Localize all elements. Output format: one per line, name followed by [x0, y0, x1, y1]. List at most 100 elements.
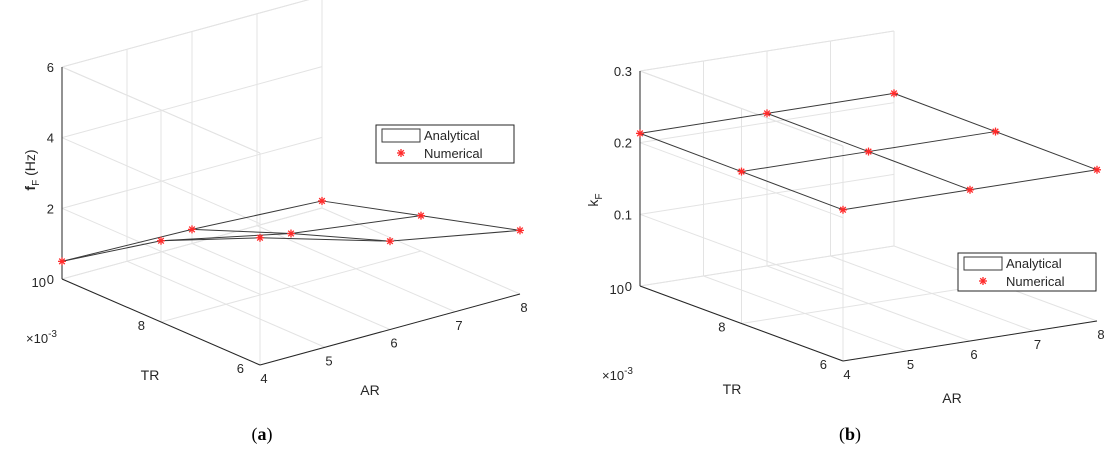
numerical-point — [763, 109, 771, 118]
x-tick-label: 7 — [1034, 337, 1041, 352]
numerical-point — [386, 237, 394, 246]
grid-line — [639, 102, 895, 144]
numerical-point — [417, 211, 425, 220]
y-multiplier: ×10-3 — [26, 329, 57, 346]
legend-analytical-label: Analytical — [424, 128, 480, 143]
grid-line — [639, 142, 844, 219]
z-tick-label: 0.2 — [614, 136, 632, 151]
x-axis — [259, 293, 521, 366]
star-stroke — [157, 237, 165, 244]
y-tick-label: 10 — [32, 275, 46, 290]
y-tick-label: 10 — [610, 282, 624, 297]
x-tick-label: 5 — [325, 353, 332, 368]
grid-line — [61, 137, 261, 225]
star-stroke — [738, 168, 745, 175]
numerical-point — [516, 226, 524, 235]
numerical-point — [318, 196, 326, 205]
x-tick-label: 4 — [260, 371, 267, 386]
grid — [61, 0, 521, 366]
star-stroke — [636, 130, 644, 137]
z-tick-label: 6 — [47, 60, 54, 75]
star-stroke — [397, 149, 405, 157]
grid-line — [61, 207, 261, 295]
panel-label-open: ( — [839, 424, 845, 445]
x-tick-label: 5 — [907, 357, 914, 372]
star-stroke — [1093, 166, 1101, 174]
panel-label-close: ) — [855, 424, 861, 445]
y-axis-label: TR — [723, 381, 742, 397]
legend-analytical-swatch — [381, 128, 421, 143]
panel-label: (a) — [252, 424, 273, 445]
x-axis — [842, 320, 1098, 362]
star-stroke — [890, 90, 898, 97]
numerical-point — [991, 127, 1000, 136]
numerical-point — [287, 229, 295, 238]
numerical-point — [966, 185, 974, 194]
x-tick-label: 8 — [520, 300, 527, 315]
box-edge — [639, 70, 844, 147]
numerical-point — [1093, 165, 1101, 174]
legend-analytical-swatch — [963, 256, 1003, 271]
legend-numerical-marker — [397, 149, 405, 157]
star-stroke — [256, 234, 264, 242]
box-edge — [639, 30, 895, 72]
z-label-sub: F — [31, 180, 42, 186]
star-stroke — [865, 148, 872, 155]
y-axis — [639, 285, 844, 362]
z-label-main: f — [22, 186, 38, 191]
x-tick-label: 4 — [843, 367, 850, 382]
star-stroke — [386, 237, 394, 245]
star-stroke — [516, 227, 524, 234]
star-stroke — [763, 110, 771, 117]
legend: Analytical Numerical — [375, 124, 515, 164]
z-tick-label: 0 — [47, 272, 54, 287]
grid-line — [160, 250, 422, 323]
grid-line — [639, 213, 844, 290]
panel-label-open: ( — [252, 424, 258, 445]
z-tick-label: 0.1 — [614, 207, 632, 222]
grid-line — [639, 173, 895, 215]
y-tick-label: 8 — [718, 320, 725, 335]
grid-line — [741, 283, 996, 324]
x-tick-label: 7 — [455, 318, 462, 333]
numerical-point — [839, 205, 847, 214]
star-stroke — [966, 186, 974, 194]
y-tick-label: 6 — [237, 361, 244, 376]
grid-line — [639, 245, 895, 287]
panel-label: (b) — [839, 424, 861, 445]
box-edge — [61, 66, 261, 154]
y-axis-label: TR — [141, 367, 160, 383]
star-stroke — [992, 128, 999, 135]
z-axis-label: fF (Hz) — [22, 149, 42, 190]
star-stroke — [839, 206, 847, 214]
numerical-point — [256, 233, 264, 242]
y-multiplier: ×10-3 — [602, 366, 633, 383]
panel-b: 4 5 6 7 8 6 8 10 0 0.1 0.2 0.3 AR TR ×10-3 kF Analytical… — [585, 30, 1105, 445]
numerical-points — [636, 89, 1101, 214]
legend-numerical-label: Numerical — [1006, 274, 1065, 289]
legend-numerical-marker — [979, 277, 987, 285]
z-axis-label: kF — [585, 193, 605, 206]
panel-a: 4 5 6 7 8 6 8 10 0 2 4 6 AR TR ×10-3 fF (Hz) Analytical N… — [22, 0, 528, 445]
grid-line — [61, 207, 323, 280]
z-label-main: k — [585, 199, 601, 207]
x-axis-label: AR — [360, 382, 379, 398]
panel-label-close: ) — [267, 424, 273, 445]
y-multiplier-base: ×10 — [602, 368, 624, 383]
box-edge — [61, 0, 310, 68]
y-axis — [61, 278, 261, 366]
y-multiplier-exp: -3 — [48, 329, 57, 340]
numerical-points — [58, 196, 524, 266]
y-multiplier-exp: -3 — [624, 366, 633, 377]
star-stroke — [979, 277, 987, 285]
z-label-sub: F — [594, 193, 605, 199]
y-multiplier-base: ×10 — [26, 331, 48, 346]
star-stroke — [188, 226, 196, 233]
legend-analytical-label: Analytical — [1006, 256, 1062, 271]
numerical-point — [636, 129, 644, 138]
panel-label-letter: b — [845, 424, 855, 444]
y-tick-label: 6 — [820, 357, 827, 372]
z-tick-label: 4 — [47, 131, 54, 146]
x-axis-label: AR — [942, 390, 961, 406]
